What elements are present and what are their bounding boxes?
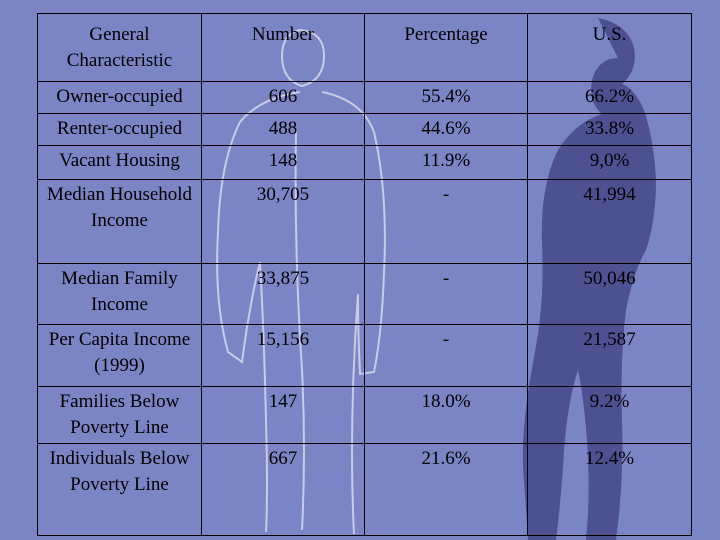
table-row: Per Capita Income (1999) 15,156 - 21,587 [37,324,692,387]
table-row: Renter-occupied 488 44.6% 33.8% [37,113,692,146]
header-us: U.S. [527,13,692,82]
cell-percentage: - [364,263,528,325]
cell-percentage: - [364,324,528,387]
row-label: Median Household Income [37,179,202,264]
housing-characteristics-table: General Characteristic Number Percentage… [37,13,692,536]
cell-number: 606 [201,81,365,114]
table-row: Vacant Housing 148 11.9% 9,0% [37,145,692,180]
cell-us: 9.2% [527,386,692,444]
row-label: Renter-occupied [37,113,202,146]
row-label: Families Below Poverty Line [37,386,202,444]
cell-number: 488 [201,113,365,146]
cell-us: 66.2% [527,81,692,114]
table-header-row: General Characteristic Number Percentage… [37,13,692,82]
cell-us: 33.8% [527,113,692,146]
table-row: Individuals Below Poverty Line 667 21.6%… [37,443,692,536]
cell-percentage: 44.6% [364,113,528,146]
table-row: Owner-occupied 606 55.4% 66.2% [37,81,692,114]
cell-percentage: - [364,179,528,264]
cell-percentage: 18.0% [364,386,528,444]
cell-us: 21,587 [527,324,692,387]
table-row: Median Family Income 33,875 - 50,046 [37,263,692,325]
cell-percentage: 11.9% [364,145,528,180]
cell-number: 15,156 [201,324,365,387]
cell-number: 148 [201,145,365,180]
table-row: Median Household Income 30,705 - 41,994 [37,179,692,264]
row-label: Individuals Below Poverty Line [37,443,202,536]
row-label: Owner-occupied [37,81,202,114]
header-number: Number [201,13,365,82]
cell-us: 50,046 [527,263,692,325]
header-general-characteristic: General Characteristic [37,13,202,82]
row-label: Per Capita Income (1999) [37,324,202,387]
cell-percentage: 21.6% [364,443,528,536]
header-percentage: Percentage [364,13,528,82]
row-label: Median Family Income [37,263,202,325]
cell-number: 30,705 [201,179,365,264]
cell-number: 147 [201,386,365,444]
row-label: Vacant Housing [37,145,202,180]
cell-us: 9,0% [527,145,692,180]
cell-us: 41,994 [527,179,692,264]
cell-us: 12.4% [527,443,692,536]
cell-number: 33,875 [201,263,365,325]
table-row: Families Below Poverty Line 147 18.0% 9.… [37,386,692,444]
cell-percentage: 55.4% [364,81,528,114]
cell-number: 667 [201,443,365,536]
